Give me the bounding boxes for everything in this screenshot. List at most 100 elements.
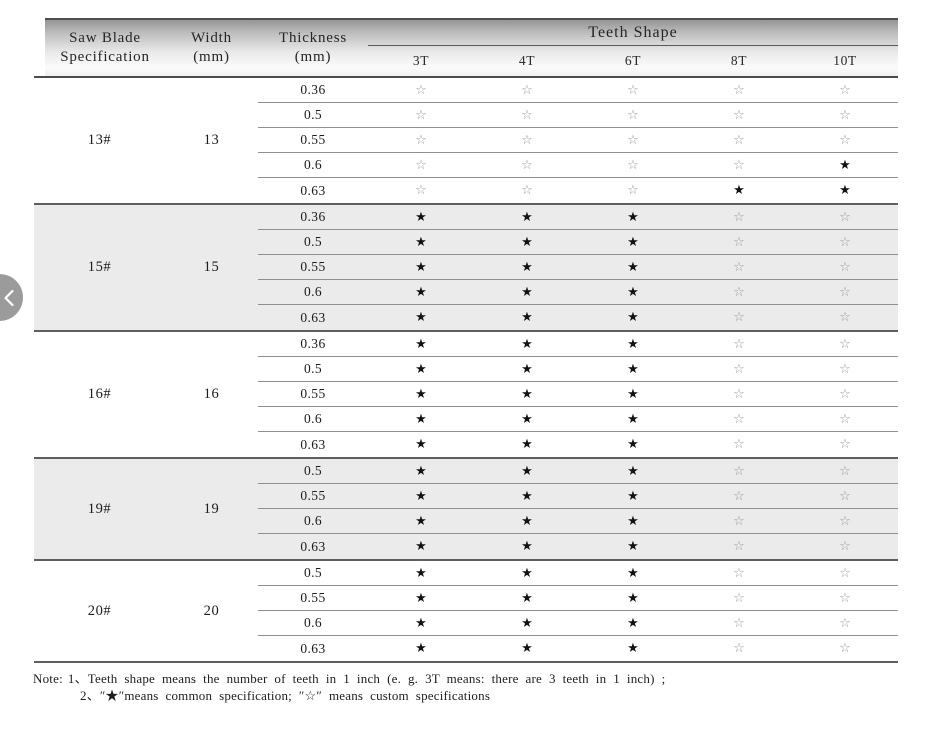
spec-label: 19# (87, 500, 112, 517)
width-value: 19 (203, 500, 220, 517)
star-cell: ★ (474, 586, 580, 611)
star-cell: ★ (368, 230, 474, 255)
star-cell: ☆ (474, 103, 580, 128)
star-cell: ☆ (686, 459, 792, 484)
col-header-thickness: Thickness (mm) (258, 20, 368, 76)
star-cell: ☆ (792, 407, 898, 432)
star-cell: ☆ (368, 78, 474, 103)
thickness-value: 0.5 (258, 459, 368, 484)
col-header-10t: 10T (833, 53, 857, 68)
star-cell: ★ (580, 459, 686, 484)
carousel-prev-button[interactable] (0, 274, 23, 321)
thickness-value: 0.5 (258, 357, 368, 382)
section-19: 19# 19 0.5 ★ ★ ★ ☆ ☆ 0.55 ★ ★ ★ ☆ ☆ 0.6 ★ ★ ★ ☆ ☆ 0.63 ★ ★ ★ ☆ ☆ (34, 459, 898, 561)
star-cell: ★ (580, 611, 686, 636)
star-cell: ★ (368, 407, 474, 432)
spec-label: 20# (87, 602, 112, 619)
note-prefix: Note: (33, 671, 63, 686)
section-16: 16# 16 0.36 ★ ★ ★ ☆ ☆ 0.5 ★ ★ ★ ☆ ☆ 0.55 ★ ★ ★ ☆ ☆ 0.6 ★ ★ ★ ☆ ☆ 0… (34, 332, 898, 459)
star-cell: ★ (580, 205, 686, 230)
col-header-thickness-line2: (mm) (294, 49, 332, 65)
col-header-width-line1: Width (191, 30, 232, 46)
star-cell: ☆ (686, 332, 792, 357)
star-cell: ★ (474, 382, 580, 407)
star-cell: ★ (474, 611, 580, 636)
star-cell: ☆ (686, 255, 792, 280)
star-cell: ★ (580, 357, 686, 382)
spec-label: 15# (87, 259, 112, 275)
thickness-value: 0.5 (258, 103, 368, 128)
col-header-spec-line1: Saw Blade (69, 30, 141, 46)
star-cell: ☆ (368, 103, 474, 128)
table-body: 13# 13 0.36 ☆ ☆ ☆ ☆ ☆ 0.5 ☆ ☆ ☆ ☆ ☆ 0.55 ☆ ☆ ☆ ☆ ☆ 0.6 ☆ ☆ ☆ ☆ ★ 0… (34, 76, 898, 663)
star-cell: ★ (415, 437, 427, 452)
width-value: 15 (203, 259, 220, 275)
star-cell: ☆ (580, 153, 686, 178)
star-cell: ☆ (686, 611, 792, 636)
star-cell: ★ (368, 382, 474, 407)
star-cell: ★ (474, 407, 580, 432)
star-cell: ☆ (733, 437, 745, 452)
star-cell: ★ (368, 280, 474, 305)
thickness-value: 0.6 (258, 509, 368, 534)
table-header: Saw Blade Specification Width (mm) Thick… (45, 18, 898, 78)
star-cell: ★ (580, 561, 686, 586)
star-cell: ★ (627, 539, 639, 554)
thickness-value: 0.55 (258, 255, 368, 280)
col-header-6t: 6T (624, 53, 642, 68)
col-header-width-line2: (mm) (193, 49, 230, 65)
star-cell: ☆ (686, 280, 792, 305)
star-cell: ☆ (686, 382, 792, 407)
star-cell: ☆ (415, 183, 427, 198)
star-cell: ★ (368, 205, 474, 230)
star-cell: ★ (580, 382, 686, 407)
width-value: 20 (203, 602, 220, 619)
star-cell: ☆ (792, 459, 898, 484)
star-cell: ★ (580, 280, 686, 305)
star-cell: ☆ (686, 561, 792, 586)
thickness-value: 0.55 (258, 586, 368, 611)
star-cell: ☆ (580, 128, 686, 153)
thickness-value: 0.36 (258, 332, 368, 357)
star-cell: ☆ (792, 332, 898, 357)
star-cell: ☆ (792, 280, 898, 305)
section-15: 15# 15 0.36 ★ ★ ★ ☆ ☆ 0.5 ★ ★ ★ ☆ ☆ 0.55 ★ ★ ★ ☆ ☆ 0.6 ★ ★ ★ ☆ ☆ 0… (34, 205, 898, 332)
star-cell: ★ (580, 332, 686, 357)
star-cell: ☆ (474, 153, 580, 178)
star-cell: ★ (474, 484, 580, 509)
star-cell: ★ (521, 641, 533, 656)
star-cell: ★ (415, 641, 427, 656)
star-cell: ★ (474, 280, 580, 305)
star-cell: ★ (368, 357, 474, 382)
star-cell: ☆ (686, 357, 792, 382)
note-text-1: 1、Teeth shape means the number of teeth … (67, 671, 666, 686)
star-cell: ★ (474, 230, 580, 255)
star-cell: ★ (627, 437, 639, 452)
star-cell: ★ (368, 586, 474, 611)
star-cell: ☆ (733, 539, 745, 554)
star-cell: ★ (474, 561, 580, 586)
thickness-value: 0.5 (258, 561, 368, 586)
star-cell: ☆ (368, 128, 474, 153)
star-cell: ☆ (368, 153, 474, 178)
note-line-2: 2、″★″means common specification; ″☆″ mea… (80, 688, 491, 703)
star-cell: ★ (580, 407, 686, 432)
star-cell: ★ (368, 255, 474, 280)
star-cell: ☆ (839, 539, 851, 554)
star-cell: ★ (474, 459, 580, 484)
star-cell: ☆ (792, 611, 898, 636)
thickness-value: 0.55 (258, 382, 368, 407)
star-cell: ★ (839, 183, 851, 198)
thickness-value: 0.6 (258, 611, 368, 636)
star-cell: ★ (580, 509, 686, 534)
star-cell: ★ (521, 539, 533, 554)
star-cell: ★ (580, 586, 686, 611)
star-cell: ★ (733, 183, 745, 198)
star-cell: ☆ (733, 641, 745, 656)
section-13: 13# 13 0.36 ☆ ☆ ☆ ☆ ☆ 0.5 ☆ ☆ ☆ ☆ ☆ 0.55 ☆ ☆ ☆ ☆ ☆ 0.6 ☆ ☆ ☆ ☆ ★ 0… (34, 78, 898, 205)
star-cell: ☆ (792, 357, 898, 382)
star-cell: ★ (580, 230, 686, 255)
star-cell: ★ (368, 459, 474, 484)
thickness-value: 0.63 (300, 182, 326, 198)
star-cell: ☆ (580, 78, 686, 103)
